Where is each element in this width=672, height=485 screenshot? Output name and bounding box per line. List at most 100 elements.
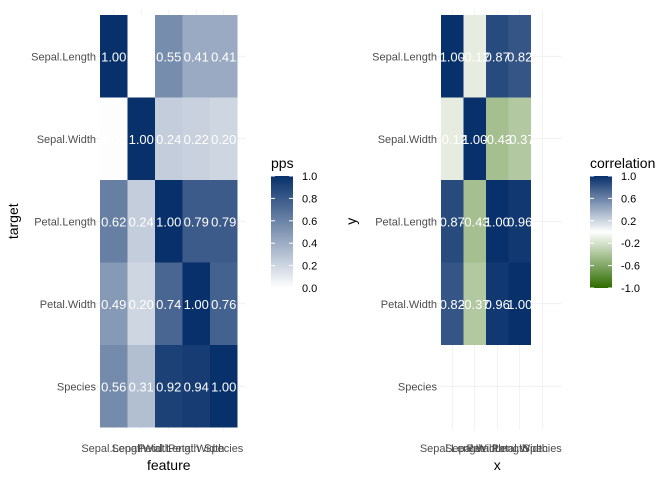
tile-value-label: 0.22	[184, 132, 209, 147]
y-axis-title: target	[5, 203, 21, 239]
tile-value-label: -0.37	[460, 297, 490, 312]
tile-value-label: 0.49	[101, 297, 126, 312]
tile-value-label: 0.01	[101, 132, 126, 147]
x-tick-label: Petal.Width	[492, 443, 548, 455]
heatmap-tile	[508, 180, 531, 263]
tile-value-label: 1.00	[184, 297, 209, 312]
legend-tick-label: 1.0	[302, 171, 317, 183]
tile-value-label: 0.79	[184, 214, 209, 229]
heatmap-tile	[155, 345, 183, 428]
heatmap-tile	[182, 345, 210, 428]
tile-value-label: 0.41	[211, 49, 236, 64]
heatmap-tile	[182, 15, 210, 98]
legend-tick-label: 0.6	[302, 216, 317, 228]
tile-value-label: -0.12	[460, 49, 490, 64]
heatmap-tile	[508, 262, 531, 345]
tile-value-label: 0.96	[485, 297, 510, 312]
heatmap-tile	[486, 97, 509, 180]
heatmap-tile	[486, 15, 509, 98]
legend-tick-label: 0.2	[302, 261, 317, 273]
heatmap-tile	[100, 345, 128, 428]
heatmap-tile	[100, 97, 128, 180]
legend-tick-label: -0.2	[621, 238, 640, 250]
y-tick-label: Petal.Length	[375, 216, 437, 228]
legend-colorbar	[271, 176, 293, 288]
heatmap-tile	[155, 180, 183, 263]
x-axis-title: feature	[147, 457, 191, 473]
heatmap-tile	[127, 15, 155, 98]
x-tick-label: Sepal.Length	[81, 443, 146, 455]
tile-value-label: 1.00	[507, 297, 532, 312]
tile-value-label: 0.79	[211, 214, 236, 229]
tile-value-label: 0.92	[156, 379, 181, 394]
tile-value-label: 0.20	[211, 132, 236, 147]
y-tick-label: Species	[398, 381, 438, 393]
heatmap-tile	[155, 97, 183, 180]
tile-value-label: 1.00	[129, 132, 154, 147]
heatmap-tile	[182, 262, 210, 345]
y-tick-label: Species	[57, 381, 97, 393]
legend-title: pps	[271, 155, 294, 171]
heatmap-tile	[441, 97, 464, 180]
tile-value-label: 0.74	[156, 297, 181, 312]
heatmap-tile	[441, 180, 464, 263]
tile-value-label: 0.96	[507, 214, 532, 229]
y-axis-title: y	[343, 218, 359, 225]
tile-value-label: 0.76	[211, 297, 236, 312]
y-tick-label: Petal.Width	[40, 299, 96, 311]
y-tick-label: Petal.Width	[381, 299, 437, 311]
tile-value-label: 1.00	[156, 214, 181, 229]
heatmap-tile	[155, 15, 183, 98]
heatmap-tile	[210, 262, 238, 345]
heatmap-tile	[463, 97, 486, 180]
legend-tick-label: -0.6	[621, 261, 640, 273]
x-tick-label: Petal.Length	[138, 443, 200, 455]
heatmap-tile	[486, 180, 509, 263]
tile-value-label: 0.56	[101, 379, 126, 394]
tile-value-label: 1.00	[485, 214, 510, 229]
x-tick-label: Petal.Width	[168, 443, 224, 455]
x-tick-label: Sepal.Length	[420, 443, 485, 455]
heatmap-tile	[127, 345, 155, 428]
x-axis-title: x	[494, 457, 501, 473]
legend-tick-label: 1.0	[621, 171, 636, 183]
heatmap-tile	[463, 180, 486, 263]
tile-value-label: 0.94	[184, 379, 209, 394]
heatmap-tile	[210, 180, 238, 263]
x-tick-label: Sepal.Width	[112, 443, 171, 455]
tile-value-label: 0.82	[440, 297, 465, 312]
tile-value-label: -0.43	[460, 214, 490, 229]
tile-value-label: -0.12	[437, 132, 467, 147]
heatmap-tile	[182, 180, 210, 263]
y-tick-label: Sepal.Width	[37, 134, 96, 146]
heatmap-tile	[127, 262, 155, 345]
y-tick-label: Petal.Length	[34, 216, 96, 228]
heatmap-tile	[182, 97, 210, 180]
heatmap-tile	[100, 15, 128, 98]
heatmap-tile	[210, 15, 238, 98]
tile-value-label: 0.0	[132, 49, 150, 64]
tile-value-label: 0.24	[156, 132, 181, 147]
tile-value-label: 1.00	[101, 49, 126, 64]
y-tick-label: Sepal.Width	[378, 134, 437, 146]
heatmap-tile	[463, 15, 486, 98]
y-tick-label: Sepal.Length	[31, 51, 96, 63]
tile-value-label: -0.37	[505, 132, 535, 147]
legend-title: correlation	[590, 155, 655, 171]
tile-value-label: -0.43	[482, 132, 512, 147]
tile-value-label: 0.20	[129, 297, 154, 312]
tile-value-label: 0.87	[440, 214, 465, 229]
tile-value-label: 0.24	[129, 214, 154, 229]
legend-tick-label: 0.6	[621, 193, 636, 205]
heatmap-tile	[508, 97, 531, 180]
heatmap-tile	[127, 180, 155, 263]
x-tick-label: Petal.Length	[466, 443, 528, 455]
tile-value-label: 0.87	[485, 49, 510, 64]
legend-tick-label: 0.8	[302, 193, 317, 205]
x-tick-label: Species	[204, 443, 244, 455]
tile-value-label: 1.00	[440, 49, 465, 64]
heatmap-tile	[486, 262, 509, 345]
tile-value-label: 1.00	[462, 132, 487, 147]
tile-value-label: 0.82	[507, 49, 532, 64]
